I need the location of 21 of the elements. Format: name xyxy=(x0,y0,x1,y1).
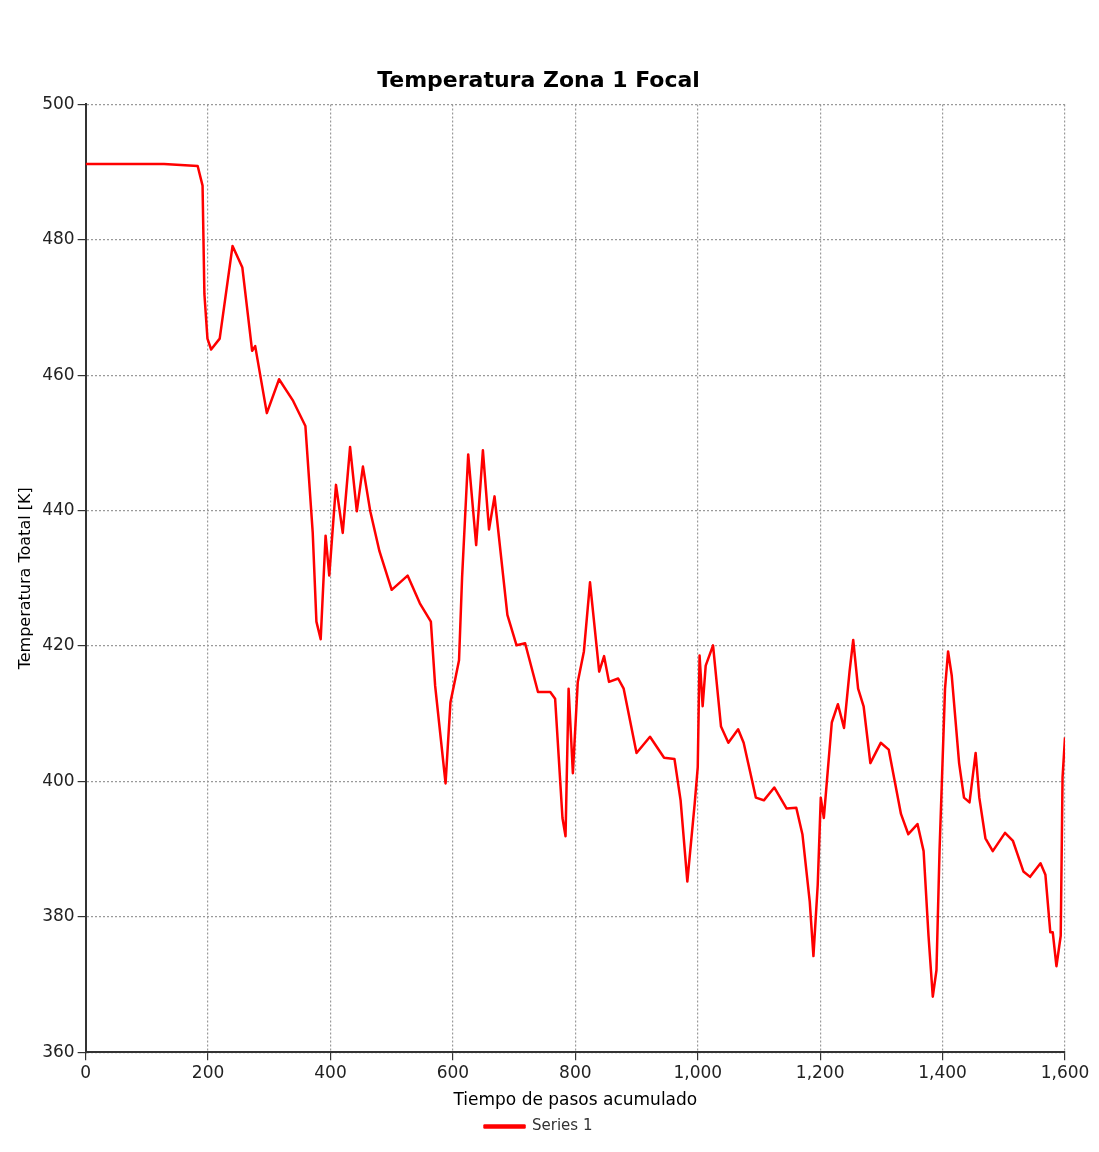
y-tick-label: 460 xyxy=(42,363,75,384)
y-tick-label: 480 xyxy=(42,228,75,249)
y-tick-label: 420 xyxy=(42,634,75,655)
x-tick-label: 1,400 xyxy=(918,1061,967,1082)
y-tick-label: 380 xyxy=(42,905,75,926)
x-tick-label: 400 xyxy=(314,1061,347,1082)
x-tick-label: 800 xyxy=(559,1061,592,1082)
x-tick-label: 1,000 xyxy=(673,1061,723,1082)
x-axis-title: Tiempo de pasos acumulado xyxy=(452,1089,698,1110)
chart-title: Temperatura Zona 1 Focal xyxy=(377,66,700,92)
x-tick-label: 1,600 xyxy=(1040,1061,1090,1082)
y-axis-title: Temperatura Toatal [K] xyxy=(14,487,34,671)
y-tick-label: 440 xyxy=(42,499,75,520)
y-tick-label: 360 xyxy=(42,1040,75,1061)
legend-label: Series 1 xyxy=(532,1116,593,1135)
y-tick-label: 400 xyxy=(42,769,75,790)
x-tick-label: 600 xyxy=(436,1061,470,1082)
x-tick-label: 200 xyxy=(191,1061,225,1082)
x-tick-label: 0 xyxy=(80,1061,92,1082)
y-tick-label: 500 xyxy=(42,92,75,113)
x-tick-label: 1,200 xyxy=(795,1061,845,1082)
